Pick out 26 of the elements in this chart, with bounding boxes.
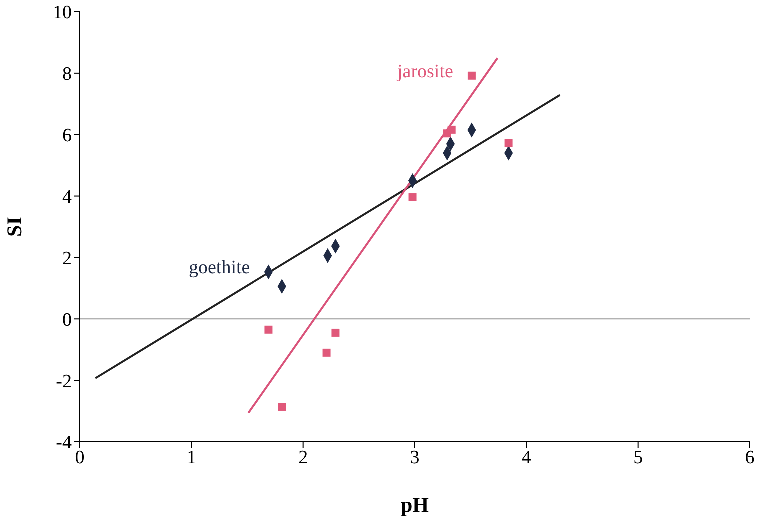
- y-tick-label: -2: [56, 371, 72, 392]
- point: [468, 72, 476, 80]
- y-axis-title: SI: [2, 217, 26, 237]
- x-axis-title: pH: [400, 493, 430, 517]
- point: [264, 326, 273, 334]
- y-tick-label: 8: [62, 64, 72, 86]
- point: [408, 194, 417, 202]
- point: [448, 126, 456, 134]
- point: [332, 328, 340, 337]
- y-tick-label: 6: [62, 126, 72, 147]
- x-tick-label: 6: [745, 447, 755, 468]
- y-tick-label: 0: [62, 310, 72, 331]
- point: [278, 402, 286, 411]
- x-tick-label: 5: [634, 447, 644, 468]
- y-tick-label: 2: [62, 248, 72, 270]
- y-tick-label: 4: [62, 187, 72, 208]
- point: [322, 348, 331, 357]
- y-tick-label: 10: [53, 2, 72, 24]
- x-tick-label: 2: [298, 447, 308, 468]
- series-label: goethite: [189, 258, 250, 279]
- x-tick-label: 1: [186, 447, 196, 468]
- x-tick-label: 4: [522, 447, 532, 468]
- series-label: jarosite: [396, 61, 454, 82]
- x-tick-label: 3: [410, 447, 420, 468]
- point: [504, 139, 513, 148]
- y-tick-label: -4: [56, 432, 72, 454]
